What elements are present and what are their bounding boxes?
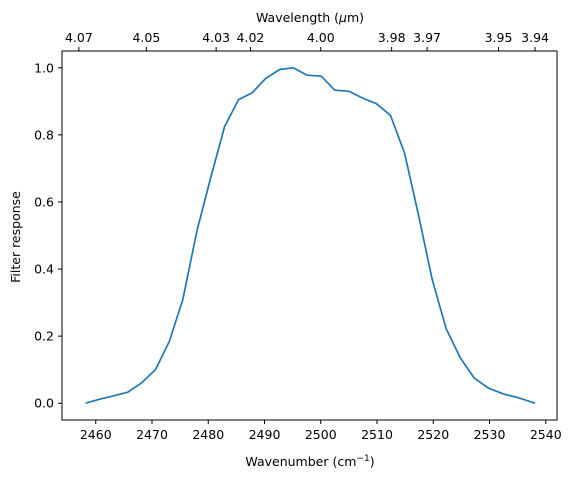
- x-tick-label: 2510: [361, 427, 393, 442]
- x-tick-label: 2500: [305, 427, 337, 442]
- x-tick-label: 2460: [80, 427, 112, 442]
- x-tick-label: 2530: [474, 427, 506, 442]
- top-tick-label: 4.05: [132, 30, 160, 45]
- y-tick-label: 1.0: [34, 60, 54, 75]
- top-tick-label: 3.94: [521, 30, 549, 45]
- top-tick-label: 3.95: [485, 30, 513, 45]
- x-tick-label: 2480: [192, 427, 224, 442]
- x-tick-label: 2490: [249, 427, 281, 442]
- x-tick-label: 2540: [530, 427, 562, 442]
- y-tick-label: 0.2: [34, 329, 54, 344]
- x-axis-label-end: ): [370, 454, 375, 469]
- x-axis-label-main: Wavenumber (cm: [245, 454, 356, 469]
- top-axis-label-main: Wavelength (: [256, 10, 339, 25]
- y-tick-label: 0.8: [34, 127, 54, 142]
- x-axis-top: 4.07 4.05 4.03 4.02 4.00 3.98 3.97 3.95 3.94: [65, 30, 549, 51]
- y-axis-label: Filter response: [8, 191, 23, 283]
- top-tick-label: 4.07: [65, 30, 93, 45]
- top-tick-label: 3.97: [413, 30, 441, 45]
- y-tick-label: 0.4: [34, 262, 54, 277]
- y-tick-label: 0.0: [34, 396, 54, 411]
- top-axis-label-end: m): [347, 10, 364, 25]
- x-axis-label: Wavenumber (cm−1): [245, 454, 374, 469]
- plot-frame: [61, 50, 558, 421]
- x-tick-label: 2470: [136, 427, 168, 442]
- series-group: [85, 66, 536, 405]
- top-tick-label: 4.03: [202, 30, 230, 45]
- top-axis-label-mu: μ: [338, 10, 347, 25]
- y-tick-label: 0.6: [34, 194, 54, 209]
- top-tick-label: 4.02: [237, 30, 265, 45]
- x-tick-label: 2520: [417, 427, 449, 442]
- top-tick-label: 3.98: [378, 30, 406, 45]
- top-tick-label: 4.00: [307, 30, 335, 45]
- x-axis-bottom: 2460 2470 2480 2490 2500 2510 2520 2530 2540: [80, 420, 562, 442]
- plot-border: [61, 50, 558, 421]
- x-axis-label-sup: −1: [356, 454, 369, 464]
- y-axis: 0.0 0.2 0.4 0.6 0.8 1.0: [34, 60, 62, 411]
- top-axis-label: Wavelength (μm): [256, 10, 364, 25]
- series-line: [85, 66, 536, 405]
